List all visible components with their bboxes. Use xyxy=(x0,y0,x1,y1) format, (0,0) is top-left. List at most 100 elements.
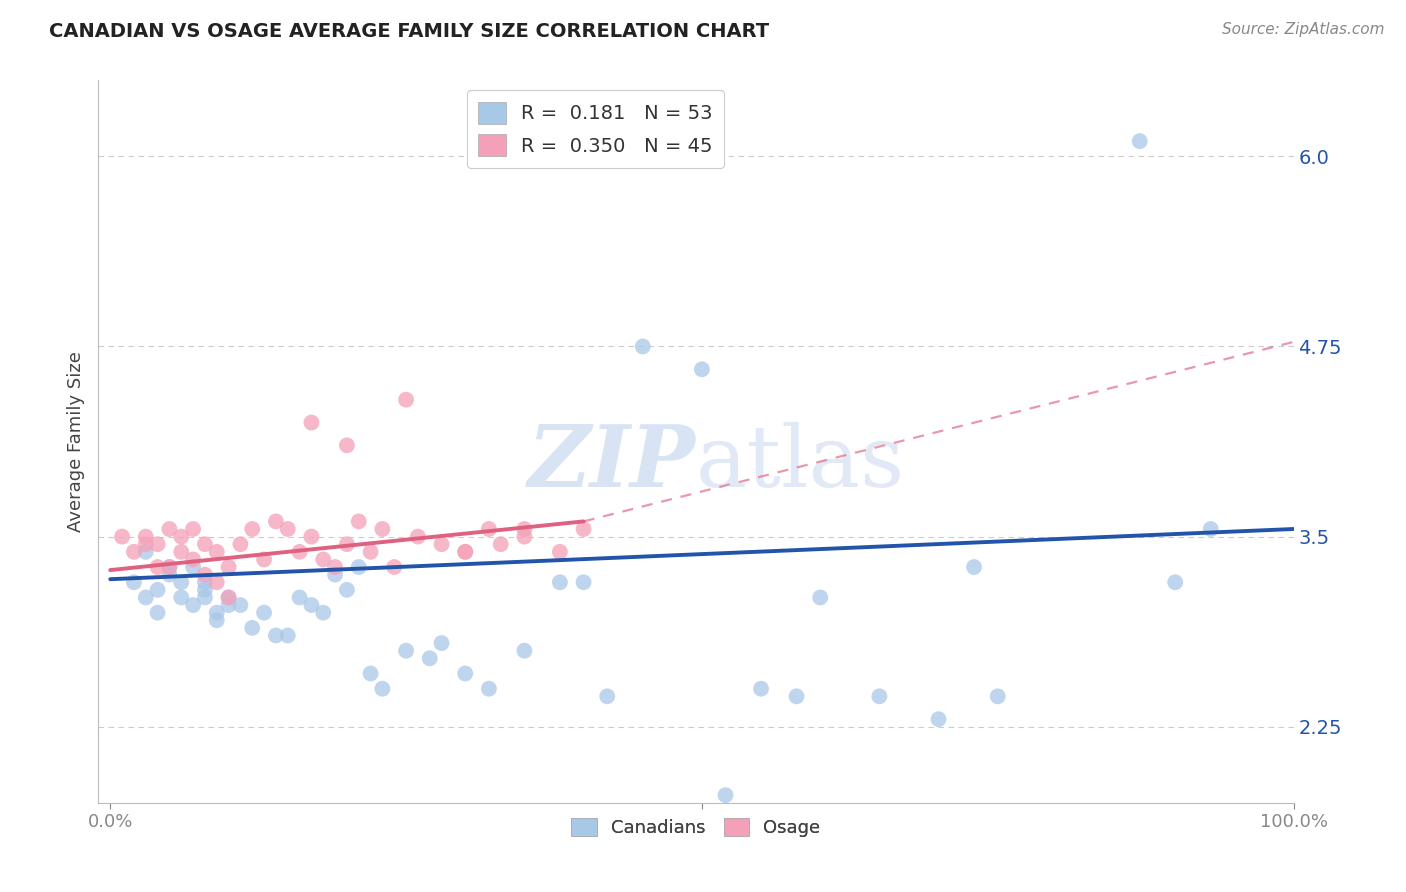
Point xyxy=(218,591,240,605)
Point xyxy=(205,606,228,620)
Point xyxy=(146,606,169,620)
Text: CANADIAN VS OSAGE AVERAGE FAMILY SIZE CORRELATION CHART: CANADIAN VS OSAGE AVERAGE FAMILY SIZE CO… xyxy=(49,22,769,41)
Point xyxy=(1129,134,1152,148)
Point xyxy=(454,545,477,559)
Point xyxy=(336,537,359,551)
Point xyxy=(371,681,394,696)
Point xyxy=(170,591,193,605)
Text: Source: ZipAtlas.com: Source: ZipAtlas.com xyxy=(1222,22,1385,37)
Point xyxy=(157,567,180,582)
Point xyxy=(240,522,263,536)
Point xyxy=(572,522,595,536)
Point xyxy=(430,636,453,650)
Point xyxy=(253,552,276,566)
Point xyxy=(395,643,418,657)
Point xyxy=(181,560,204,574)
Point xyxy=(181,522,204,536)
Point xyxy=(194,591,217,605)
Point xyxy=(868,690,890,704)
Point xyxy=(478,681,501,696)
Point xyxy=(513,522,536,536)
Text: ZIP: ZIP xyxy=(529,421,696,505)
Point xyxy=(596,690,619,704)
Point xyxy=(218,598,240,612)
Point xyxy=(749,681,772,696)
Point xyxy=(122,575,145,590)
Point xyxy=(194,575,217,590)
Point xyxy=(360,545,382,559)
Point xyxy=(395,392,418,407)
Point xyxy=(194,582,217,597)
Point xyxy=(157,522,180,536)
Point xyxy=(513,530,536,544)
Point xyxy=(406,530,429,544)
Point xyxy=(170,575,193,590)
Point xyxy=(1199,522,1222,536)
Text: atlas: atlas xyxy=(696,422,905,505)
Point xyxy=(194,567,217,582)
Point xyxy=(194,537,217,551)
Point xyxy=(808,591,831,605)
Point xyxy=(253,606,276,620)
Point xyxy=(135,537,157,551)
Point xyxy=(454,666,477,681)
Point xyxy=(135,545,157,559)
Point xyxy=(323,560,346,574)
Legend: Canadians, Osage: Canadians, Osage xyxy=(564,811,828,845)
Point xyxy=(312,552,335,566)
Point xyxy=(205,613,228,627)
Point xyxy=(336,582,359,597)
Point xyxy=(382,560,405,574)
Point xyxy=(122,545,145,559)
Point xyxy=(987,690,1010,704)
Y-axis label: Average Family Size: Average Family Size xyxy=(66,351,84,532)
Point xyxy=(548,575,571,590)
Point xyxy=(135,591,157,605)
Point xyxy=(1164,575,1187,590)
Point xyxy=(360,666,382,681)
Point xyxy=(205,575,228,590)
Point xyxy=(478,522,501,536)
Point xyxy=(371,522,394,536)
Point xyxy=(170,545,193,559)
Point xyxy=(288,545,311,559)
Point xyxy=(181,552,204,566)
Point xyxy=(229,537,252,551)
Point xyxy=(690,362,713,376)
Point xyxy=(218,560,240,574)
Point xyxy=(181,598,204,612)
Point xyxy=(205,545,228,559)
Point xyxy=(135,530,157,544)
Point xyxy=(323,567,346,582)
Point xyxy=(299,598,322,612)
Point xyxy=(146,582,169,597)
Point xyxy=(146,560,169,574)
Point xyxy=(264,515,287,529)
Point xyxy=(299,530,322,544)
Point xyxy=(157,560,180,574)
Point xyxy=(264,628,287,642)
Point xyxy=(347,515,370,529)
Point xyxy=(572,575,595,590)
Point xyxy=(347,560,370,574)
Point xyxy=(489,537,512,551)
Point xyxy=(513,643,536,657)
Point xyxy=(336,438,359,452)
Point xyxy=(963,560,986,574)
Point xyxy=(454,545,477,559)
Point xyxy=(146,537,169,551)
Point xyxy=(240,621,263,635)
Point xyxy=(631,339,654,353)
Point xyxy=(312,606,335,620)
Point xyxy=(419,651,441,665)
Point xyxy=(157,560,180,574)
Point xyxy=(548,545,571,559)
Point xyxy=(170,530,193,544)
Point xyxy=(277,522,299,536)
Point xyxy=(299,416,322,430)
Point xyxy=(928,712,950,726)
Point xyxy=(111,530,134,544)
Point xyxy=(430,537,453,551)
Point xyxy=(218,591,240,605)
Point xyxy=(277,628,299,642)
